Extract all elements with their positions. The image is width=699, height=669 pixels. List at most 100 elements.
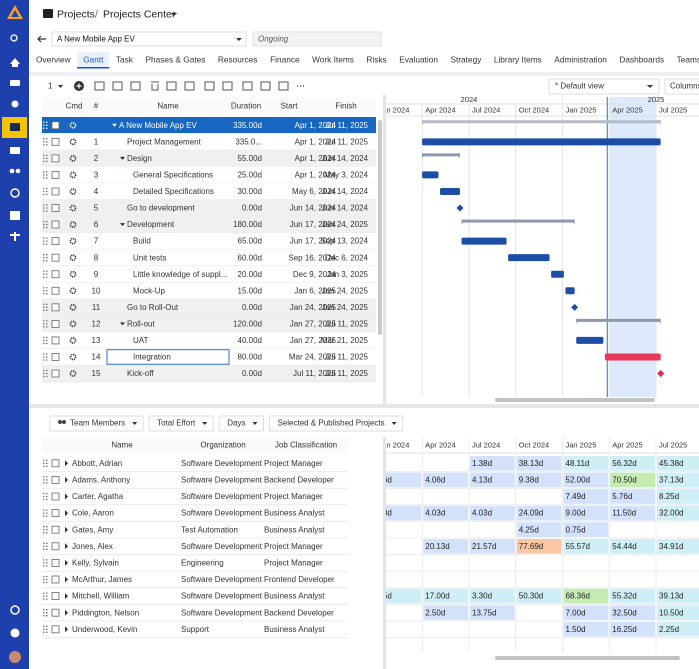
- checkbox[interactable]: [52, 626, 59, 633]
- checkbox[interactable]: [52, 526, 59, 533]
- expander[interactable]: [65, 460, 68, 466]
- checkbox[interactable]: [52, 353, 59, 360]
- expander[interactable]: [65, 560, 68, 566]
- tab[interactable]: Library Items: [494, 55, 542, 65]
- checkbox[interactable]: [52, 122, 59, 129]
- tab[interactable]: Evaluation: [399, 55, 438, 65]
- splitter[interactable]: [383, 95, 386, 408]
- checkbox[interactable]: [52, 205, 59, 212]
- task-number: 8: [94, 253, 99, 262]
- view-name[interactable]: * Default view: [555, 82, 604, 91]
- resource-scrollbar[interactable]: [495, 656, 680, 660]
- checkbox[interactable]: [52, 171, 59, 178]
- expander[interactable]: [65, 626, 68, 632]
- drag-handle[interactable]: [43, 610, 48, 616]
- tab[interactable]: Administration: [554, 55, 607, 65]
- filter-label[interactable]: Selected & Published Projects: [277, 419, 384, 428]
- back-button[interactable]: [38, 36, 46, 42]
- task-number: 7: [94, 237, 99, 246]
- drag-handle[interactable]: [43, 510, 48, 516]
- section-splitter[interactable]: [29, 404, 699, 408]
- expander[interactable]: [65, 593, 68, 599]
- effort-value: 70.50d: [612, 476, 636, 485]
- checkbox[interactable]: [52, 609, 59, 616]
- checkbox[interactable]: [52, 188, 59, 195]
- sidebar: [0, 0, 29, 669]
- checkbox[interactable]: [52, 559, 59, 566]
- effort-value: 34.91d: [659, 542, 683, 551]
- drag-handle[interactable]: [43, 560, 48, 566]
- checkbox[interactable]: [52, 476, 59, 483]
- checkbox[interactable]: [52, 493, 59, 500]
- filter-label[interactable]: Days: [227, 419, 245, 428]
- breadcrumb-page[interactable]: Projects Center: [103, 8, 176, 20]
- checkbox[interactable]: [52, 337, 59, 344]
- checkbox[interactable]: [52, 138, 59, 145]
- checkbox[interactable]: [52, 460, 59, 467]
- checkbox[interactable]: [52, 287, 59, 294]
- task-finish: Jul 11, 2025: [325, 369, 369, 378]
- task-finish: Mar 21, 2025: [321, 336, 369, 345]
- effort-value: 32.00d: [659, 509, 683, 518]
- checkbox[interactable]: [52, 593, 59, 600]
- expander[interactable]: [65, 527, 68, 533]
- tab[interactable]: Work Items: [312, 55, 354, 65]
- filter-label[interactable]: Team Members: [70, 419, 125, 428]
- checkbox[interactable]: [52, 370, 59, 377]
- effort-value: 50.30d: [519, 592, 543, 601]
- checkbox[interactable]: [52, 543, 59, 550]
- checkbox[interactable]: [52, 320, 59, 327]
- tab[interactable]: Phases & Gates: [145, 55, 205, 65]
- drag-handle[interactable]: [43, 543, 48, 549]
- filter-label[interactable]: Total Effort: [157, 419, 196, 428]
- drag-handle[interactable]: [43, 460, 48, 466]
- resource-splitter[interactable]: [383, 437, 386, 669]
- tab[interactable]: Task: [116, 55, 134, 65]
- effort-value: 2.25d: [659, 625, 679, 634]
- expander[interactable]: [65, 543, 68, 549]
- member-job: Project Manager: [264, 542, 323, 551]
- task-finish: Jan 24, 2025: [322, 220, 369, 229]
- breadcrumb-section[interactable]: Projects: [57, 8, 95, 20]
- drag-handle[interactable]: [43, 527, 48, 533]
- expander[interactable]: [65, 510, 68, 516]
- drag-handle[interactable]: [43, 577, 48, 583]
- checkbox[interactable]: [52, 510, 59, 517]
- tab[interactable]: Resources: [218, 55, 258, 65]
- gantt-scrollbar[interactable]: [495, 398, 655, 402]
- checkbox[interactable]: [52, 576, 59, 583]
- drag-handle[interactable]: [43, 477, 48, 483]
- effort-value: 9.38d: [519, 476, 539, 485]
- expander[interactable]: [65, 477, 68, 483]
- tab[interactable]: Dashboards: [619, 55, 664, 65]
- project-name[interactable]: A New Mobile App EV: [57, 35, 135, 44]
- checkbox[interactable]: [52, 238, 59, 245]
- columns-label[interactable]: Columns: [670, 82, 699, 91]
- level-select[interactable]: 1: [48, 82, 53, 91]
- task-finish: May 3, 2024: [324, 171, 369, 180]
- checkbox[interactable]: [52, 155, 59, 162]
- checkbox[interactable]: [52, 304, 59, 311]
- tab[interactable]: Risks: [366, 55, 386, 65]
- effort-value: 32.50d: [612, 608, 636, 617]
- expander[interactable]: [65, 494, 68, 500]
- tab[interactable]: Strategy: [450, 55, 482, 65]
- checkbox[interactable]: [52, 221, 59, 228]
- drag-handle[interactable]: [43, 626, 48, 632]
- period-label: Jul 2024: [472, 105, 500, 114]
- checkbox[interactable]: [52, 254, 59, 261]
- task-name: Integration: [133, 353, 171, 362]
- drag-handle[interactable]: [43, 593, 48, 599]
- checkbox[interactable]: [52, 271, 59, 278]
- expander[interactable]: [65, 610, 68, 616]
- tab[interactable]: Finance: [270, 55, 300, 65]
- task-number: 6: [94, 220, 99, 229]
- toolbar-icons[interactable]: [95, 82, 304, 90]
- tab[interactable]: Gantt: [83, 55, 104, 65]
- drag-handle[interactable]: [43, 494, 48, 500]
- grid-scrollbar[interactable]: [378, 120, 382, 335]
- tab[interactable]: Teams Chat: [677, 55, 699, 65]
- expander[interactable]: [65, 577, 68, 583]
- tab[interactable]: Overview: [36, 55, 72, 65]
- milestone: [456, 205, 463, 212]
